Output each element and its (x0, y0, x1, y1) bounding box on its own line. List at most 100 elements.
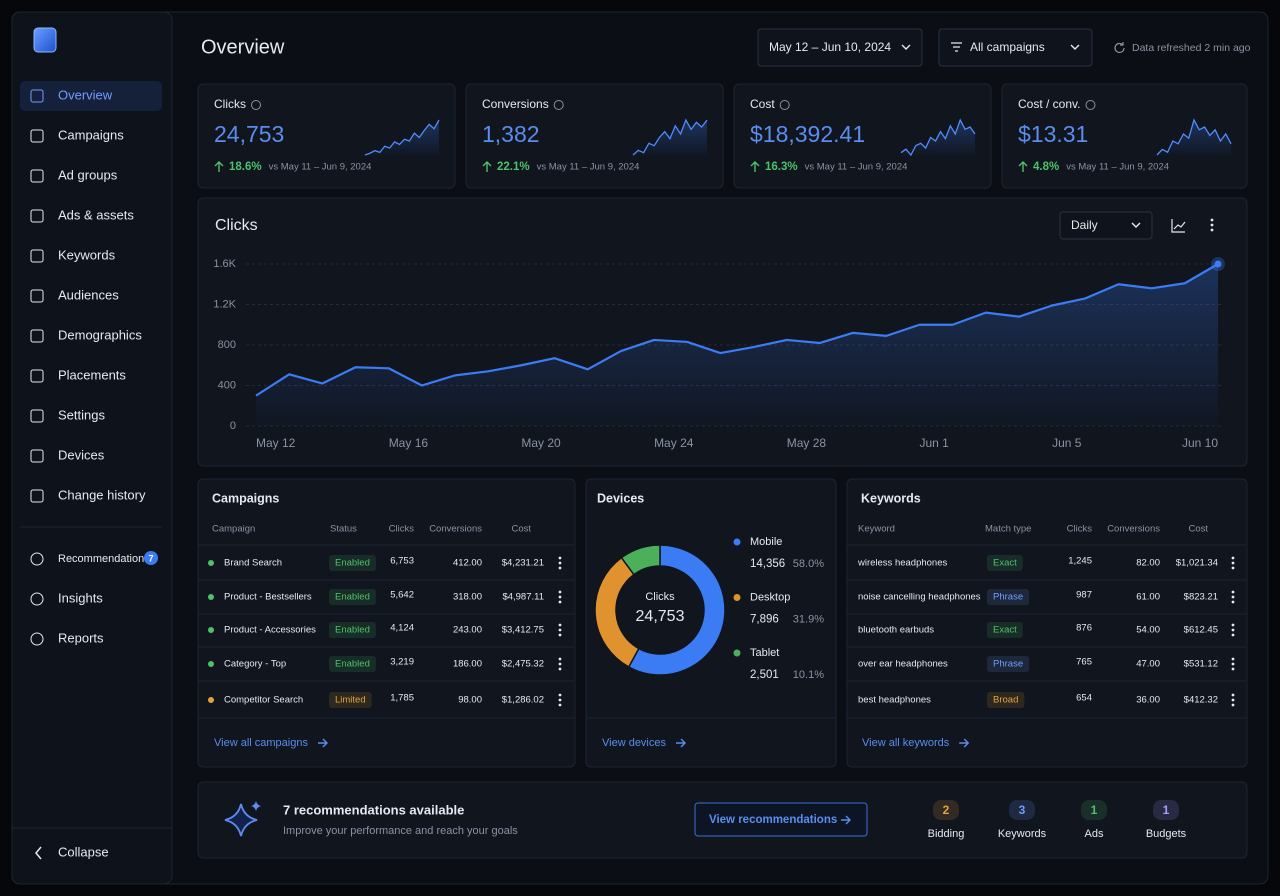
sparkline (1156, 118, 1232, 156)
more-icon[interactable] (1231, 595, 1235, 599)
chart-type-icon[interactable] (1171, 219, 1186, 233)
nav-icon (30, 289, 44, 303)
badge: Broad (993, 695, 1018, 706)
more-icon[interactable] (558, 628, 562, 632)
more-icon[interactable] (1231, 662, 1235, 666)
kpi-compare: vs May 11 – Jun 9, 2024 (537, 162, 640, 173)
more-icon[interactable] (558, 662, 562, 666)
kpi-label: Cost (750, 97, 775, 111)
cell: 3,219 (390, 657, 414, 668)
nav-item[interactable]: Insights (58, 590, 103, 605)
nav-item[interactable]: Placements (58, 367, 126, 382)
y-tick-label: 800 (218, 339, 236, 351)
more-icon[interactable] (1231, 628, 1235, 632)
legend-share: 10.1% (793, 669, 824, 681)
donut-segment (620, 544, 661, 576)
collapse-button[interactable]: Collapse (58, 844, 109, 859)
more-icon[interactable] (558, 590, 562, 594)
nav-item[interactable]: Audiences (58, 287, 119, 302)
more-icon[interactable] (1231, 633, 1235, 637)
cell: $3,412.75 (502, 625, 544, 636)
logo (33, 27, 57, 53)
more-icon[interactable] (1231, 657, 1235, 661)
nav-item[interactable]: Settings (58, 407, 105, 422)
chevron-icon (1131, 222, 1141, 228)
more-icon[interactable] (1210, 218, 1214, 222)
cell: $1,021.34 (1176, 558, 1218, 569)
more-icon[interactable] (558, 698, 562, 702)
more-icon[interactable] (1231, 693, 1235, 697)
cell: 412.00 (453, 558, 482, 569)
more-icon[interactable] (1231, 703, 1235, 707)
more-icon[interactable] (1231, 698, 1235, 702)
nav-item[interactable]: Demographics (58, 327, 142, 342)
nav-item[interactable]: Ads & assets (58, 207, 134, 222)
up-arrow (482, 161, 492, 172)
nav-item[interactable]: Reports (58, 630, 104, 645)
x-tick-label: May 24 (654, 436, 694, 450)
more-icon[interactable] (558, 561, 562, 565)
kpi-value: $13.31 (1018, 121, 1088, 147)
nav-item[interactable]: Recommendations (58, 553, 150, 565)
legend-dot (733, 538, 741, 546)
more-icon[interactable] (1210, 223, 1214, 227)
more-icon[interactable] (558, 667, 562, 671)
nav-item[interactable]: Devices (58, 447, 105, 462)
more-icon[interactable] (1231, 623, 1235, 627)
more-icon[interactable] (1231, 566, 1235, 570)
nav-item[interactable]: Keywords (58, 247, 116, 262)
status-dot (208, 594, 214, 600)
more-icon[interactable] (558, 600, 562, 604)
arrow-icon (959, 738, 970, 748)
cell: 876 (1076, 623, 1092, 634)
group-label: Budgets (1146, 828, 1187, 840)
cell: 54.00 (1136, 625, 1160, 636)
kpi-change: 4.8% (1033, 161, 1059, 173)
cell: 318.00 (453, 592, 482, 603)
y-tick-label: 400 (218, 379, 236, 391)
campaign-filter[interactable] (938, 28, 1093, 67)
more-icon[interactable] (558, 657, 562, 661)
donut-center-value: 24,753 (636, 608, 685, 625)
more-icon[interactable] (1231, 561, 1235, 565)
cell: Category - Top (224, 659, 286, 670)
more-icon[interactable] (558, 693, 562, 697)
more-icon[interactable] (558, 566, 562, 570)
cell: $4,231.21 (502, 558, 544, 569)
nav-item[interactable]: Ad groups (58, 167, 118, 182)
group-label: Bidding (928, 828, 965, 840)
view-link[interactable]: View devices (602, 737, 666, 749)
cell: $531.12 (1184, 659, 1218, 670)
y-tick-label: 1.6K (213, 258, 236, 270)
more-icon[interactable] (1231, 556, 1235, 560)
view-link[interactable]: View all campaigns (214, 737, 308, 749)
view-recommendations-button[interactable] (694, 802, 868, 837)
nav-item[interactable]: Campaigns (58, 127, 124, 142)
count-badge-bg (1153, 800, 1179, 820)
badge: Enabled (335, 625, 370, 636)
nav-item[interactable]: Overview (58, 87, 113, 102)
group-label: Ads (1085, 828, 1104, 840)
legend-count: 2,501 (750, 669, 779, 681)
more-icon[interactable] (558, 595, 562, 599)
period-select[interactable] (1059, 211, 1153, 240)
more-icon[interactable] (558, 703, 562, 707)
cell: noise cancelling headphones (858, 592, 981, 603)
more-icon[interactable] (558, 633, 562, 637)
more-icon[interactable] (558, 623, 562, 627)
legend-count: 14,356 (750, 558, 785, 570)
cell: 4,124 (390, 623, 414, 634)
more-icon[interactable] (1210, 228, 1214, 232)
date-picker[interactable] (757, 28, 923, 67)
more-icon[interactable] (1231, 590, 1235, 594)
nav-item[interactable]: Change history (58, 487, 146, 502)
more-icon[interactable] (558, 556, 562, 560)
kpi-change: 18.6% (229, 161, 262, 173)
kpi-card (465, 83, 724, 189)
view-link[interactable]: View all keywords (862, 737, 950, 749)
badge-bg (329, 555, 376, 571)
y-tick-label: 0 (230, 420, 236, 432)
more-icon[interactable] (1231, 667, 1235, 671)
count-badge-bg (1009, 800, 1035, 820)
more-icon[interactable] (1231, 600, 1235, 604)
